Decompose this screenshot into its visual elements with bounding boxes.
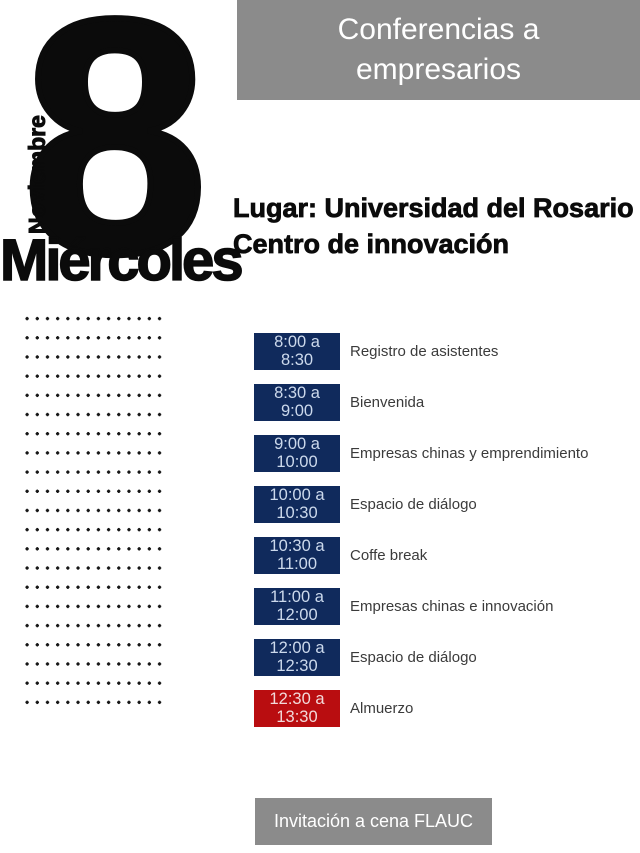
session-label: Registro de asistentes — [350, 343, 499, 360]
time-end: 9:00 — [280, 401, 314, 420]
time-box: 8:30 a 9:00 — [254, 384, 340, 421]
time-start: 9:00 a — [274, 435, 320, 453]
date-month-label: Noviembre — [24, 115, 51, 235]
time-start: 10:30 a — [269, 537, 325, 555]
date-day-number: 8 — [19, 0, 211, 323]
schedule-row: 10:30 a 11:00 Coffe break — [254, 537, 588, 574]
time-end: 13:30 — [276, 707, 318, 726]
schedule-row: 12:30 a 13:30 Almuerzo — [254, 690, 588, 727]
dinner-invitation-button[interactable]: Invitación a cena FLAUC — [255, 798, 492, 845]
time-box: 11:00 a 12:00 — [254, 588, 340, 625]
time-box: 12:00 a 12:30 — [254, 639, 340, 676]
location-block: Lugar: Universidad del Rosario Centro de… — [233, 190, 640, 262]
schedule-row: 8:00 a 8:30 Registro de asistentes — [254, 333, 588, 370]
page-title: Conferencias a empresarios — [337, 13, 540, 86]
session-label: Bienvenida — [350, 394, 425, 411]
time-end: 11:00 — [276, 554, 318, 573]
session-label: Espacio de diálogo — [350, 649, 477, 666]
schedule-row: 10:00 a 10:30 Espacio de diálogo — [254, 486, 588, 523]
schedule-row: 8:30 a 9:00 Bienvenida — [254, 384, 588, 421]
schedule-row: 9:00 a 10:00 Empresas chinas y emprendim… — [254, 435, 588, 472]
time-box: 10:30 a 11:00 — [254, 537, 340, 574]
session-label: Almuerzo — [350, 700, 414, 717]
header-banner: Conferencias a empresarios — [237, 0, 640, 100]
location-line-2: Centro de innovación — [233, 229, 510, 260]
session-label: Coffe break — [350, 547, 428, 564]
date-weekday-label: Miércoles — [0, 228, 244, 293]
time-box: 12:30 a 13:30 — [254, 690, 340, 727]
time-start: 8:00 a — [274, 333, 320, 351]
schedule-row: 11:00 a 12:00 Empresas chinas e innovaci… — [254, 588, 588, 625]
time-start: 10:00 a — [269, 486, 325, 504]
time-end: 8:30 — [280, 350, 314, 369]
time-end: 12:30 — [276, 656, 318, 675]
time-start: 12:00 a — [269, 639, 325, 657]
session-label: Espacio de diálogo — [350, 496, 477, 513]
time-box: 9:00 a 10:00 — [254, 435, 340, 472]
session-label: Empresas chinas e innovación — [350, 598, 554, 615]
time-start: 11:00 a — [270, 588, 324, 606]
schedule-list: 8:00 a 8:30 Registro de asistentes 8:30 … — [254, 333, 588, 741]
time-start: 8:30 a — [274, 384, 320, 402]
time-end: 10:00 — [276, 452, 318, 471]
time-end: 10:30 — [276, 503, 318, 522]
time-box: 10:00 a 10:30 — [254, 486, 340, 523]
schedule-row: 12:00 a 12:30 Espacio de diálogo — [254, 639, 588, 676]
time-start: 12:30 a — [269, 690, 325, 708]
location-line-1: Lugar: Universidad del Rosario — [233, 193, 634, 224]
session-label: Empresas chinas y emprendimiento — [350, 445, 589, 462]
time-box: 8:00 a 8:30 — [254, 333, 340, 370]
dot-pattern-decoration — [20, 305, 164, 705]
time-end: 12:00 — [276, 605, 318, 624]
